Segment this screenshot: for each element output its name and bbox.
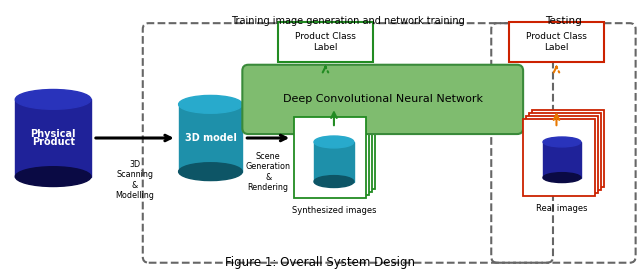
Bar: [314, 142, 354, 182]
Ellipse shape: [314, 136, 354, 148]
Ellipse shape: [179, 163, 243, 181]
Bar: [179, 104, 243, 172]
FancyBboxPatch shape: [243, 65, 523, 134]
Ellipse shape: [15, 167, 91, 187]
Bar: [294, 117, 366, 198]
Bar: [523, 119, 595, 197]
Text: Product: Product: [31, 137, 75, 147]
Bar: [278, 22, 372, 62]
Text: Real images: Real images: [536, 204, 588, 213]
Ellipse shape: [543, 137, 581, 147]
Text: Product Class
Label: Product Class Label: [526, 32, 587, 52]
Text: 3D model: 3D model: [184, 133, 236, 143]
Text: Testing: Testing: [545, 16, 582, 26]
Bar: [300, 111, 372, 192]
Text: Physical: Physical: [31, 129, 76, 139]
Bar: [15, 99, 91, 177]
Bar: [532, 110, 604, 187]
Text: Scene
Generation
&
Rendering: Scene Generation & Rendering: [246, 152, 291, 192]
Text: Training image generation and network training: Training image generation and network tr…: [231, 16, 465, 26]
Ellipse shape: [543, 173, 581, 182]
Ellipse shape: [15, 89, 91, 109]
Bar: [509, 22, 604, 62]
Bar: [529, 113, 601, 190]
Text: Synthesized images: Synthesized images: [292, 206, 376, 215]
Text: 3D
Scanning
&
Modelling: 3D Scanning & Modelling: [115, 160, 154, 200]
Text: Figure 1: Overall System Design: Figure 1: Overall System Design: [225, 256, 415, 269]
Text: Product Class
Label: Product Class Label: [295, 32, 356, 52]
Bar: [526, 116, 598, 193]
Ellipse shape: [179, 95, 243, 113]
Bar: [303, 108, 375, 190]
Text: Deep Convolutional Neural Network: Deep Convolutional Neural Network: [283, 94, 483, 104]
Bar: [297, 114, 369, 195]
Bar: [543, 142, 581, 177]
Ellipse shape: [314, 176, 354, 187]
